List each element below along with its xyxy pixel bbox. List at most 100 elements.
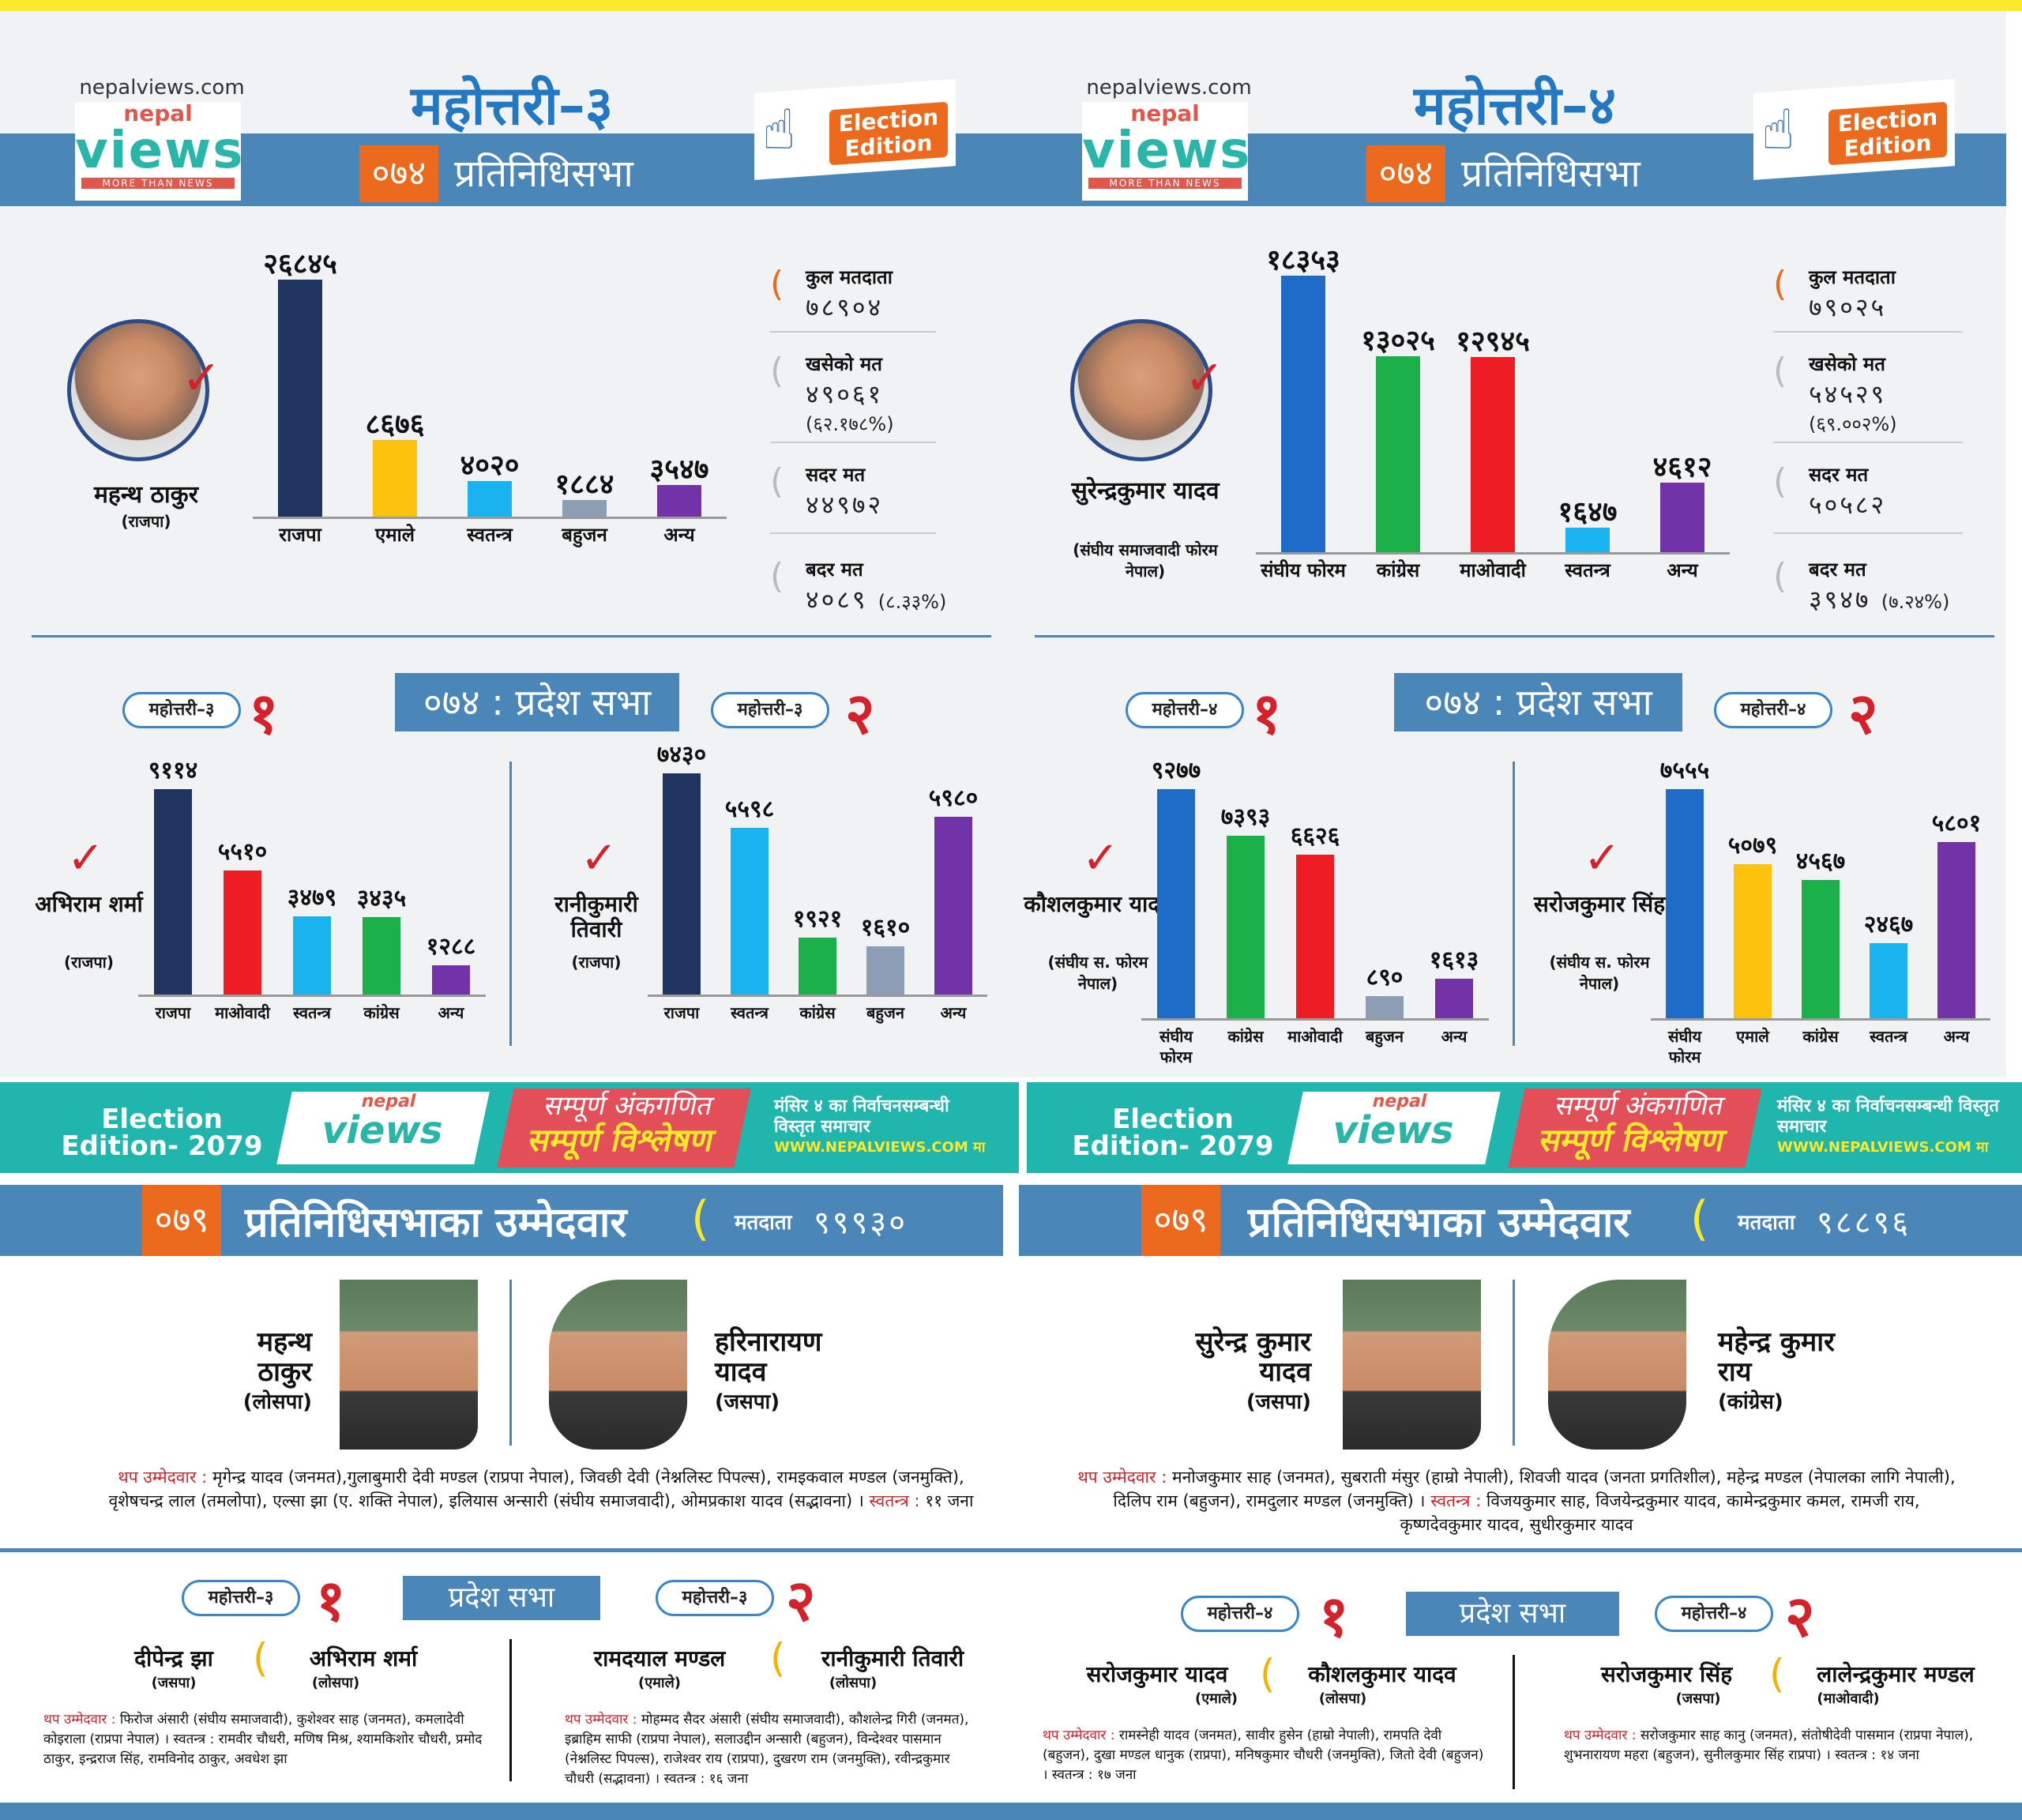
bar-category-label: राजपा	[279, 524, 321, 546]
chart-bar	[292, 916, 332, 995]
winner-check-icon: ✓	[67, 833, 104, 884]
quote-icon: (	[770, 351, 784, 391]
quote-icon: (	[770, 556, 784, 596]
bar-value-label: ४५६७	[1795, 847, 1846, 875]
quote-icon: (	[770, 1635, 786, 1681]
constituency-title: महोत्तरी–४	[1414, 75, 1617, 137]
year-badge: ०७९	[1141, 1185, 1220, 1256]
bar-category-label: माओवादी	[215, 1003, 270, 1022]
pradesh1-winner-name: अभिराम शर्मा	[35, 891, 143, 917]
pradesh1-number: १	[249, 680, 279, 746]
p2-candidate-b-name: रानीकुमारी तिवारी	[821, 1645, 964, 1671]
voters-label: मतदाता	[735, 1211, 792, 1235]
bar-value-label: ९११४	[148, 757, 198, 784]
chart-bar	[153, 789, 193, 995]
bar-value-label: ६६२६	[1290, 822, 1340, 850]
vertical-divider	[509, 1639, 512, 1781]
logo-tag: MORE THAN NEWS	[1088, 178, 1242, 189]
quote-icon: (	[691, 1191, 710, 1247]
pradesh1-number: १	[1252, 680, 1282, 746]
constituency-title: महोत्तरी–३	[411, 75, 614, 137]
election-banner-right[interactable]: Election Edition- 2079 nepal views सम्पू…	[1027, 1082, 2022, 1173]
pradesh2-pill: महोत्तरी–४	[1714, 692, 1832, 728]
candidate2-party: (कांग्रेस)	[1718, 1390, 1783, 1414]
banner-info: मंसिर ४ का निर्वाचनसम्बन्धी विस्तृत समाच…	[774, 1096, 995, 1158]
quote-icon: (	[1773, 264, 1787, 304]
nepalviews-logo[interactable]: nepal views MORE THAN NEWS	[75, 100, 245, 201]
bar-category-label: राजपा	[663, 1003, 700, 1022]
chart-bar	[1281, 276, 1325, 552]
stat-voters: कुल मतदाता ७९०२५	[1809, 264, 1975, 324]
chart-bar	[431, 965, 471, 995]
p1-candidate-b-name: अभिराम शर्मा	[309, 1645, 418, 1671]
stat-label: सदर मत	[1809, 464, 1869, 486]
logo-views: views	[317, 1108, 448, 1153]
logo-nepal: nepal	[123, 100, 193, 126]
others-text: रामस्नेही यादव (जनमत), सावीर हुसेन (हाम्…	[1043, 1728, 1484, 1783]
stat-pct: (७.२४%)	[1881, 591, 1950, 613]
bar-value-label: ४६१२	[1652, 451, 1712, 484]
chart-bar	[468, 481, 512, 517]
site-url[interactable]: nepalviews.com	[79, 76, 245, 100]
vote-hand-icon: ☝	[1761, 96, 1795, 164]
stat-value: ७८९०४	[806, 292, 884, 322]
winner-name: सुरेन्द्रकुमार यादव	[1071, 477, 1220, 505]
chart-bar	[799, 937, 836, 995]
stat-pct: (६२.१७८%)	[806, 413, 894, 435]
voters-label: मतदाता	[1738, 1211, 1795, 1235]
bar-value-label: ७५५५	[1659, 757, 1710, 784]
divider	[770, 532, 936, 534]
others-text: मृगेन्द्र यादव (जनमत),गुलाबुमारी देवी मण…	[108, 1468, 964, 1510]
candidate1-name: सुरेन्द्र कुमार यादव	[1195, 1326, 1311, 1388]
others-text: मोहम्मद सैदर अंसारी (संघीय समाजवादी), कौ…	[565, 1712, 969, 1787]
others-label: थप उम्मेदवार :	[1043, 1728, 1115, 1743]
site-url[interactable]: nepalviews.com	[1086, 76, 1252, 100]
stat-label: बदर मत	[1809, 558, 1866, 581]
banner-info-text: मंसिर ४ का निर्वाचनसम्बन्धी विस्तृत समाच…	[774, 1096, 949, 1137]
stat-label: खसेको मत	[806, 353, 882, 375]
chart-axis	[648, 995, 987, 997]
chart-axis	[1141, 1018, 1489, 1021]
vote-hand-icon: ☝	[762, 96, 796, 164]
candidate2-photo	[549, 1280, 687, 1450]
p2-other-candidates: थप उम्मेदवार : मोहम्मद सैदर अंसारी (संघी…	[565, 1710, 975, 1789]
chart-axis	[1256, 552, 1730, 555]
chart-bar	[657, 485, 701, 517]
bar-category-label: एमाले	[374, 524, 415, 546]
pradesh1-winner-name: कौशलकुमार यादव	[1024, 891, 1172, 917]
chart-bar	[1471, 357, 1515, 552]
chart-p1-right: ९२७७ संघीय फोरम ७३९३ कांग्रेस ६६२६ माओवादी ८९०…	[1141, 750, 1489, 1074]
stat-valid: सदर मत ४४९७२	[806, 461, 972, 521]
p2-candidate-b-party: (लोसपा)	[829, 1675, 878, 1691]
pratinidhi-label: प्रतिनिधिसभा	[1461, 152, 1641, 196]
voters-value: ९८८९६	[1817, 1205, 1911, 1241]
bar-value-label: १६१०	[860, 914, 911, 942]
stat-value: ५४५२९	[1809, 379, 1887, 409]
vertical-divider	[1513, 1280, 1515, 1446]
bar-value-label: ३४३५	[356, 885, 407, 912]
bar-value-label: ९२७७	[1151, 757, 1201, 784]
bar-value-label: ५५१०	[217, 837, 268, 866]
bar-category-label: संघीय फोरम	[1159, 1027, 1193, 1066]
logo-views: views	[75, 122, 245, 180]
chart-p2-left: ७४३० राजपा ५५९८ स्वतन्त्र १९२१ कांग्रेस १६१० बह…	[648, 734, 987, 1050]
candidate2-name: हरिनारायण यादव	[715, 1326, 822, 1388]
bar-category-label: बहुजन	[1366, 1027, 1404, 1046]
chart-bar	[1295, 854, 1335, 1018]
others-label: थप उम्मेदवार :	[1077, 1468, 1167, 1487]
nepalviews-logo[interactable]: nepal views MORE THAN NEWS	[1082, 102, 1250, 201]
stat-pct: (६९.००२%)	[1809, 413, 1897, 435]
chart-bar	[1660, 483, 1704, 552]
bar-value-label: ५०७९	[1727, 832, 1778, 860]
others-text: फिरोज अंसारी (संघीय समाजवादी), कुशेश्वर …	[43, 1712, 483, 1767]
chart-axis	[1651, 1018, 1990, 1021]
p2-candidate-a-name: रामदयाल मण्डल	[593, 1645, 726, 1671]
pradesh-sabha-label: प्रदेश सभा	[1406, 1592, 1619, 1636]
winner-name: महन्थ ठाकुर	[93, 481, 198, 509]
election-banner-left[interactable]: Election Edition- 2079 nepal views सम्पू…	[0, 1082, 1019, 1173]
bar-value-label: ५९८०	[928, 784, 979, 812]
pradesh2-winner-name: रानीकुमारी तिवारी	[554, 891, 638, 942]
p2-other-candidates: थप उम्मेदवार : सरोजकुमार साह कानु (जनमत)…	[1564, 1726, 1990, 1765]
bar-category-label: बहुजन	[866, 1003, 904, 1022]
chart-bar	[1937, 842, 1975, 1018]
